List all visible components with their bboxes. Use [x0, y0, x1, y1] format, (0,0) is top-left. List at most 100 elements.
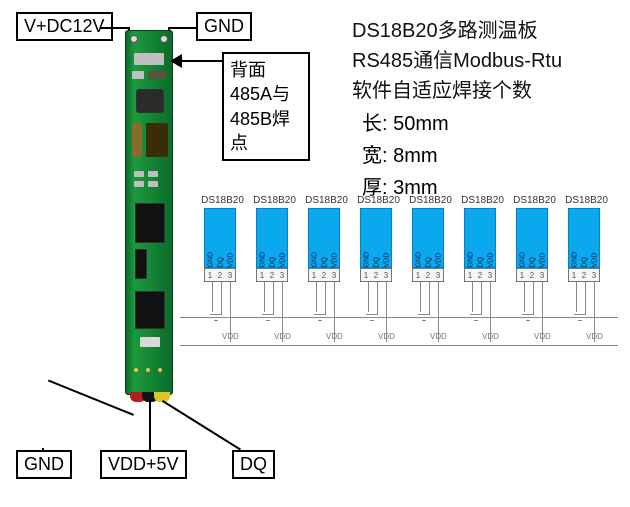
sensor-leads: VDD [464, 282, 496, 337]
sensor-part-label: DS18B20 [356, 195, 401, 206]
sensor-ds18b20: DS18B20GNDDQVDD123VDD [512, 195, 557, 365]
pin-gnd-text: GND [520, 258, 527, 268]
back-note-box: 背面 485A与 485B焊 点 [222, 52, 310, 161]
sensor-body: GNDDQVDD [516, 208, 548, 268]
sensor-body: GNDDQVDD [256, 208, 288, 268]
desc-line3: 软件自适应焊接个数 [352, 76, 562, 106]
desc-line1: DS18B20多路测温板 [352, 16, 562, 46]
sensor-pin-numbers: 123 [204, 268, 236, 282]
arrow-shaft-note [180, 60, 222, 62]
leader-vdd5v [149, 400, 151, 450]
sensor-body: GNDDQVDD [464, 208, 496, 268]
sensor-ds18b20: DS18B20GNDDQVDD123VDD [564, 195, 609, 365]
pin-dq-text: DQ [530, 258, 537, 268]
vdd-text: VDD [274, 332, 291, 341]
pin-vdd-text: VDD [228, 258, 235, 268]
label-dq: DQ [232, 450, 275, 479]
vdd-text: VDD [378, 332, 395, 341]
dimensions-block: 长: 50mm 宽: 8mm 厚: 3mm [362, 108, 449, 204]
sensor-leads: VDD [308, 282, 340, 337]
label-gnd-top: GND [196, 12, 252, 41]
pin-dq-text: DQ [478, 258, 485, 268]
label-vdd5v: VDD+5V [100, 450, 187, 479]
pin-gnd-text: GND [572, 258, 579, 268]
dim-wid-val: 8mm [393, 145, 437, 167]
pin-vdd-text: VDD [384, 258, 391, 268]
dim-wid-lbl: 宽: [362, 145, 388, 167]
desc-line2: RS485通信Modbus-Rtu [352, 46, 562, 76]
sensor-part-label: DS18B20 [200, 195, 245, 206]
sensor-ds18b20: DS18B20GNDDQVDD123VDD [200, 195, 245, 365]
vdd-text: VDD [222, 332, 239, 341]
pin-dq-text: DQ [270, 258, 277, 268]
leader-vdc [100, 27, 130, 29]
pin-vdd-text: VDD [540, 258, 547, 268]
sensor-part-label: DS18B20 [252, 195, 297, 206]
leader-dq-diag [162, 400, 241, 450]
pin-gnd-text: GND [468, 258, 475, 268]
sensor-ds18b20: DS18B20GNDDQVDD123VDD [356, 195, 401, 365]
pin-vdd-text: VDD [436, 258, 443, 268]
pin-vdd-text: VDD [332, 258, 339, 268]
back-note-l3: 485B焊 [230, 107, 302, 131]
sensor-leads: VDD [412, 282, 444, 337]
pin-gnd-text: GND [208, 258, 215, 268]
vdd-text: VDD [586, 332, 603, 341]
sensor-pin-numbers: 123 [464, 268, 496, 282]
arrow-head-note [170, 54, 182, 68]
label-vdc12v: V+DC12V [16, 12, 113, 41]
vdd-text: VDD [430, 332, 447, 341]
sensor-leads: VDD [516, 282, 548, 337]
sensor-part-label: DS18B20 [512, 195, 557, 206]
sensor-pin-numbers: 123 [412, 268, 444, 282]
sensor-body: GNDDQVDD [412, 208, 444, 268]
label-gnd-bottom: GND [16, 450, 72, 479]
sensor-body: GNDDQVDD [308, 208, 340, 268]
sensor-array: DS18B20GNDDQVDD123VDDDS18B20GNDDQVDD123V… [200, 195, 620, 380]
sensor-ds18b20: DS18B20GNDDQVDD123VDD [252, 195, 297, 365]
sensor-part-label: DS18B20 [304, 195, 349, 206]
sensor-leads: VDD [568, 282, 600, 337]
pin-gnd-text: GND [312, 258, 319, 268]
pin-dq-text: DQ [374, 258, 381, 268]
sensor-pin-numbers: 123 [568, 268, 600, 282]
pcb-board [125, 30, 173, 395]
back-note-l1: 背面 [230, 58, 302, 82]
vdd-text: VDD [326, 332, 343, 341]
dim-len-lbl: 长: [362, 113, 388, 135]
sensor-part-label: DS18B20 [460, 195, 505, 206]
sensor-body: GNDDQVDD [360, 208, 392, 268]
description-block: DS18B20多路测温板 RS485通信Modbus-Rtu 软件自适应焊接个数 [352, 16, 562, 106]
sensor-pin-numbers: 123 [360, 268, 392, 282]
sensor-ds18b20: DS18B20GNDDQVDD123VDD [304, 195, 349, 365]
pin-vdd-text: VDD [592, 258, 599, 268]
sensor-leads: VDD [360, 282, 392, 337]
dim-len-val: 50mm [393, 113, 449, 135]
sensor-body: GNDDQVDD [204, 208, 236, 268]
vdd-text: VDD [482, 332, 499, 341]
pin-vdd-text: VDD [280, 258, 287, 268]
leader-gnd-top [168, 27, 198, 29]
sensor-part-label: DS18B20 [564, 195, 609, 206]
sensor-ds18b20: DS18B20GNDDQVDD123VDD [408, 195, 453, 365]
leader-gnd-b-diag [48, 380, 134, 416]
sensor-part-label: DS18B20 [408, 195, 453, 206]
sensor-pin-numbers: 123 [256, 268, 288, 282]
pin-dq-text: DQ [426, 258, 433, 268]
pin-gnd-text: GND [364, 258, 371, 268]
vdd-text: VDD [534, 332, 551, 341]
sensor-body: GNDDQVDD [568, 208, 600, 268]
back-note-l4: 点 [230, 131, 302, 155]
sensor-leads: VDD [256, 282, 288, 337]
sensor-pin-numbers: 123 [516, 268, 548, 282]
sensor-ds18b20: DS18B20GNDDQVDD123VDD [460, 195, 505, 365]
pin-dq-text: DQ [582, 258, 589, 268]
pin-vdd-text: VDD [488, 258, 495, 268]
pin-dq-text: DQ [322, 258, 329, 268]
sensor-pin-numbers: 123 [308, 268, 340, 282]
pin-dq-text: DQ [218, 258, 225, 268]
pin-gnd-text: GND [260, 258, 267, 268]
pin-gnd-text: GND [416, 258, 423, 268]
leader-gnd-b [42, 448, 44, 450]
sensor-leads: VDD [204, 282, 236, 337]
